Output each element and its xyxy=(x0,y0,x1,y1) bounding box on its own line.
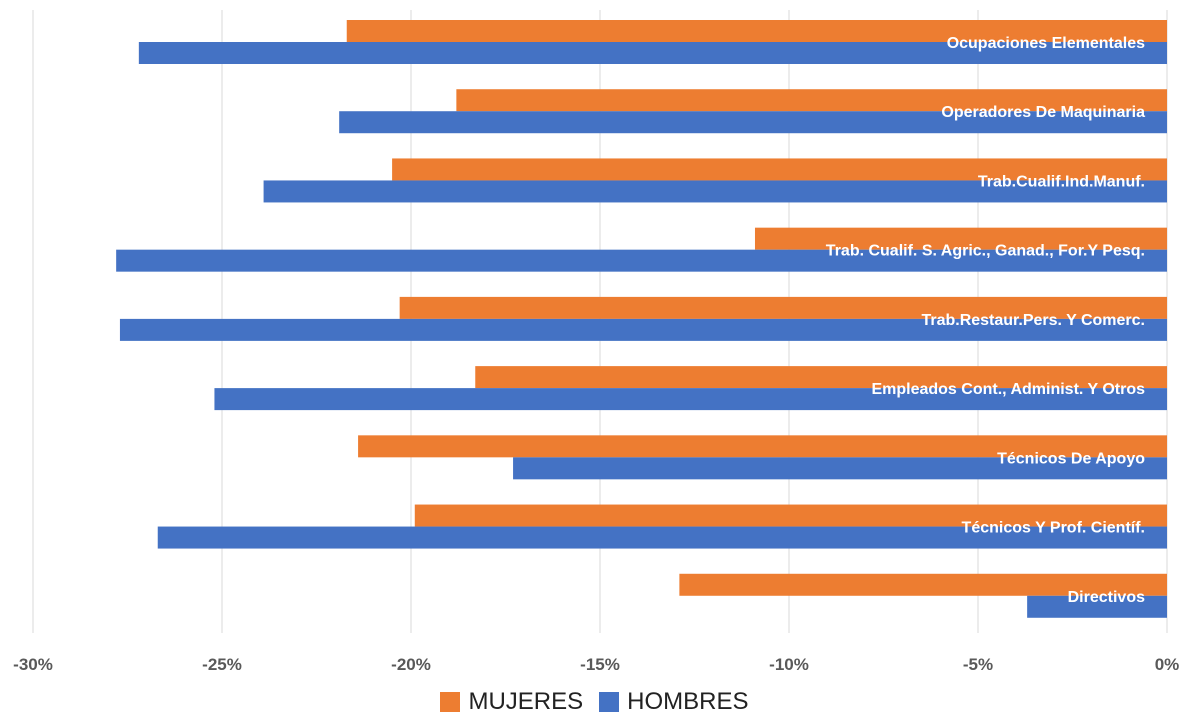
category-label: Empleados Cont., Administ. Y Otros xyxy=(871,381,1145,398)
x-tick-label: -10% xyxy=(769,655,809,674)
bar-mujeres xyxy=(475,366,1167,389)
bar-hombres xyxy=(116,249,1167,272)
x-tick-label: -30% xyxy=(13,655,53,674)
bar-chart: Ocupaciones Elementales Operadores De Maq… xyxy=(13,10,1179,674)
bar-mujeres xyxy=(456,89,1167,112)
bar-mujeres xyxy=(392,158,1168,181)
bar-mujeres xyxy=(399,296,1167,319)
legend-swatch-hombres xyxy=(599,692,620,712)
bar-hombres xyxy=(138,42,1168,64)
category-label: Trab.Cualif.Ind.Manuf. xyxy=(978,173,1145,190)
bar-hombres xyxy=(513,457,1167,480)
category-label: Operadores De Maquinaria xyxy=(941,104,1145,121)
bar-mujeres xyxy=(414,504,1167,527)
legend-label-hombres: HOMBRES xyxy=(627,688,749,715)
bar-hombres xyxy=(157,526,1168,549)
category-label: Técnicos Y Prof. Científ. xyxy=(962,520,1145,537)
bar-mujeres xyxy=(679,573,1167,596)
x-tick-label: -20% xyxy=(391,655,431,674)
category-label: Trab. Cualif. S. Agric., Ganad., For.Y P… xyxy=(826,243,1145,260)
legend-label-mujeres: MUJERES xyxy=(468,688,584,715)
bar-hombres xyxy=(339,111,1167,134)
bar-mujeres xyxy=(346,20,1167,42)
bar-mujeres xyxy=(754,227,1167,250)
category-label: Técnicos De Apoyo xyxy=(997,450,1145,467)
x-tick-label: -5% xyxy=(963,655,993,674)
legend-item-hombres: HOMBRES xyxy=(599,688,749,716)
bar-hombres xyxy=(214,388,1167,411)
bar-hombres xyxy=(1027,595,1167,618)
category-label: Ocupaciones Elementales xyxy=(947,35,1145,52)
x-tick-label: -15% xyxy=(580,655,620,674)
legend-swatch-mujeres xyxy=(440,692,461,712)
category-label: Directivos xyxy=(1068,589,1145,606)
bars xyxy=(116,20,1168,618)
legend-item-mujeres: MUJERES xyxy=(440,688,583,716)
bar-hombres xyxy=(119,318,1168,341)
x-tick-label: -25% xyxy=(202,655,242,674)
x-tick-label: 0% xyxy=(1155,655,1180,674)
bar-mujeres xyxy=(358,435,1168,458)
x-tick-labels: -30% -25% -20% -15% -10% -5% 0% xyxy=(13,655,1179,674)
bar-hombres xyxy=(263,180,1168,203)
category-labels: Ocupaciones Elementales Operadores De Maq… xyxy=(826,35,1145,606)
legend: MUJERES HOMBRES xyxy=(0,688,1189,716)
category-label: Trab.Restaur.Pers. Y Comerc. xyxy=(921,312,1145,329)
